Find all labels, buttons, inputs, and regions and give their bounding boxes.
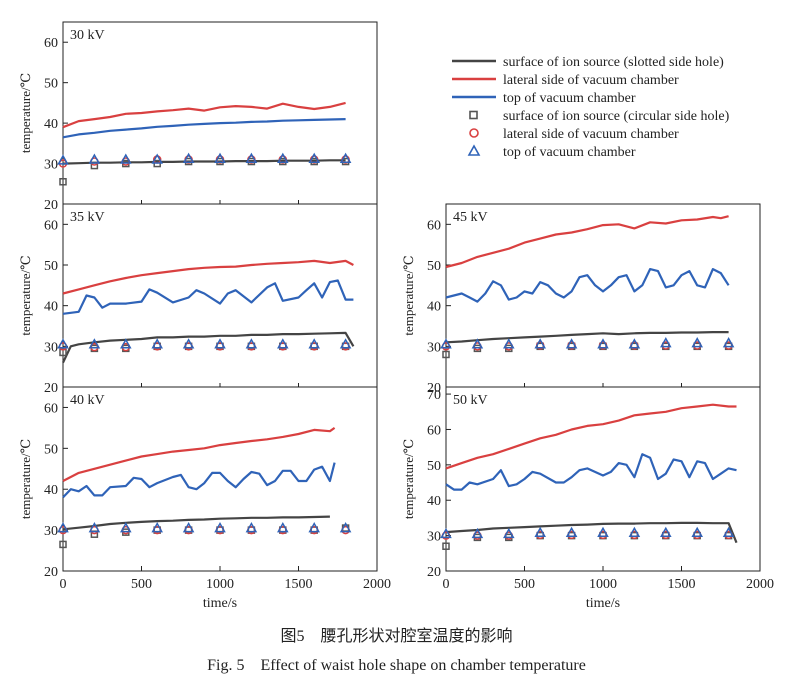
y-tick-label: 70 — [427, 388, 441, 403]
x-tick-label: 500 — [131, 577, 152, 592]
series-line-0 — [446, 523, 737, 543]
x-tick-label: 0 — [443, 577, 450, 592]
y-tick-label: 20 — [427, 565, 441, 580]
plot-frame — [63, 204, 377, 387]
legend-label: lateral side of vacuum chamber — [503, 127, 679, 142]
legend-circle-swatch — [470, 129, 478, 137]
y-tick-label: 50 — [44, 77, 58, 92]
legend-label: top of vacuum chamber — [503, 145, 636, 160]
chart-title: 45 kV — [453, 210, 488, 225]
series-line-2 — [446, 269, 729, 302]
legend-label: lateral side of vacuum chamber — [503, 73, 679, 88]
y-tick-label: 20 — [44, 198, 58, 213]
legend-item-3: surface of ion source (circular side hol… — [470, 109, 730, 124]
y-axis-label: temperature/℃ — [18, 255, 33, 335]
series-line-2 — [63, 463, 335, 498]
legend-label: top of vacuum chamber — [503, 91, 636, 106]
y-tick-label: 20 — [44, 565, 58, 580]
chart-panel-0: 20 30 40 50 60 30 kV temperature/℃ — [18, 22, 377, 213]
legend: surface of ion source (slotted side hole… — [452, 55, 730, 160]
y-axis-label: temperature/℃ — [18, 439, 33, 519]
series-line-0 — [63, 160, 346, 163]
y-tick-label: 50 — [427, 259, 441, 274]
y-tick-label: 60 — [44, 401, 58, 416]
series-line-1 — [446, 405, 737, 469]
chart-panel-2: 20 30 40 50 60 0 500 1000 1500 2000 40 kV temperatu… — [18, 387, 391, 611]
y-tick-label: 20 — [44, 381, 58, 396]
y-tick-label: 40 — [427, 300, 441, 315]
figure: 20 30 40 50 60 30 kV temperature/℃ 20 30 40 50 60 35… — [0, 0, 793, 620]
chart-panel-3: 203040506045 kVtemperature/℃ — [401, 204, 760, 396]
y-tick-label: 40 — [427, 494, 441, 509]
legend-item-2: top of vacuum chamber — [452, 91, 636, 106]
y-tick-label: 60 — [427, 218, 441, 233]
plot-frame — [446, 204, 760, 387]
y-tick-label: 50 — [427, 459, 441, 474]
x-tick-label: 1500 — [668, 577, 696, 592]
y-tick-label: 30 — [427, 340, 441, 355]
x-tick-label: 1000 — [206, 577, 234, 592]
y-tick-label: 30 — [44, 524, 58, 539]
x-tick-label: 500 — [514, 577, 535, 592]
x-tick-label: 2000 — [746, 577, 774, 592]
y-tick-label: 60 — [427, 423, 441, 438]
legend-square-swatch — [470, 112, 477, 119]
x-axis-label: time/s — [586, 596, 620, 611]
y-tick-label: 30 — [427, 530, 441, 545]
y-axis-label: temperature/℃ — [401, 255, 416, 335]
series-line-2 — [446, 454, 737, 489]
legend-item-4: lateral side of vacuum chamber — [470, 127, 679, 142]
series-line-0 — [446, 332, 729, 342]
series-line-2 — [63, 119, 346, 137]
chart-title: 50 kV — [453, 393, 488, 408]
legend-item-5: top of vacuum chamber — [469, 145, 636, 160]
legend-item-0: surface of ion source (slotted side hole… — [452, 55, 724, 70]
legend-label: surface of ion source (slotted side hole… — [503, 55, 724, 70]
chart-title: 30 kV — [70, 28, 105, 43]
series-line-0 — [63, 517, 330, 530]
y-tick-label: 60 — [44, 36, 58, 51]
caption-chinese: 图5 腰孔形状对腔室温度的影响 — [0, 622, 793, 646]
y-tick-label: 50 — [44, 259, 58, 274]
x-tick-label: 2000 — [363, 577, 391, 592]
legend-label: surface of ion source (circular side hol… — [503, 109, 730, 124]
chart-title: 40 kV — [70, 393, 105, 408]
y-axis-label: temperature/℃ — [18, 73, 33, 153]
y-tick-label: 40 — [44, 483, 58, 498]
chart-title: 35 kV — [70, 210, 105, 225]
x-tick-label: 1000 — [589, 577, 617, 592]
plot-frame — [63, 22, 377, 204]
series-line-1 — [446, 216, 729, 267]
y-tick-label: 40 — [44, 117, 58, 132]
chart-panel-4: 20 30 40 50 60 70 0 500 1000 1500 2000 50 kV tempera… — [401, 387, 774, 611]
x-tick-label: 0 — [60, 577, 67, 592]
x-tick-label: 1500 — [285, 577, 313, 592]
series-line-1 — [63, 428, 335, 481]
x-axis-label: time/s — [203, 596, 237, 611]
legend-triangle-swatch — [469, 146, 479, 155]
series-line-2 — [63, 281, 353, 314]
y-tick-label: 30 — [44, 340, 58, 355]
y-tick-label: 60 — [44, 218, 58, 233]
legend-item-1: lateral side of vacuum chamber — [452, 73, 679, 88]
y-axis-label: temperature/℃ — [401, 439, 416, 519]
chart-panel-1: 20 30 40 50 60 35 kV temperature/℃ — [18, 204, 377, 396]
caption-english: Fig. 5 Effect of waist hole shape on cha… — [0, 651, 793, 675]
y-tick-label: 30 — [44, 158, 58, 173]
y-tick-label: 50 — [44, 442, 58, 457]
y-tick-label: 40 — [44, 300, 58, 315]
